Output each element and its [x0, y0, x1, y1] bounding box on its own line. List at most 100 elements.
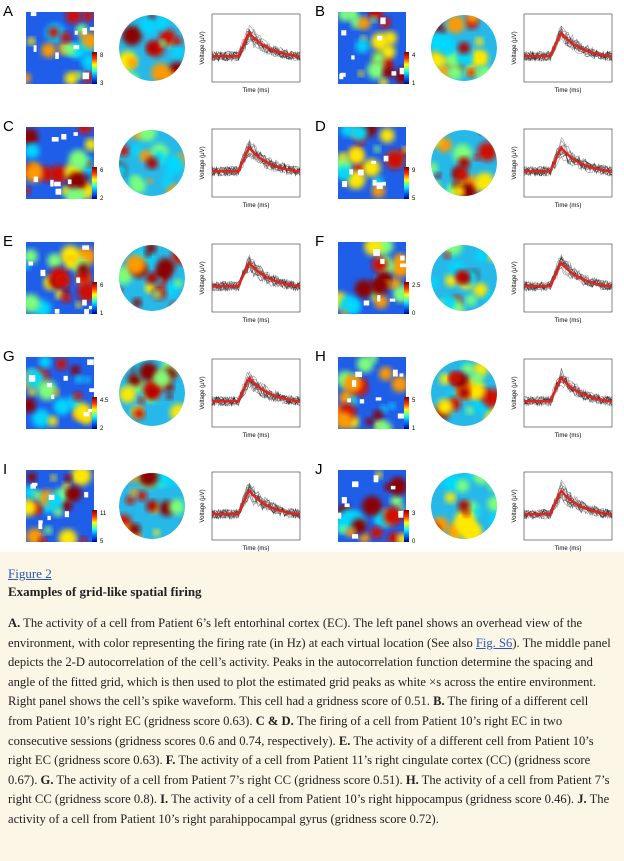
spike-trace	[523, 493, 613, 520]
firing-map	[338, 12, 406, 84]
heat-blob	[454, 168, 469, 182]
panel: H 5 1 Time (ms) Voltage (μV)	[315, 348, 613, 439]
firing-map	[26, 470, 94, 542]
autocorrelation	[119, 473, 185, 539]
heat-blob	[379, 78, 388, 84]
empty-cell	[392, 369, 398, 377]
heat-blob	[431, 15, 443, 33]
x-axis-label: Time (ms)	[243, 318, 270, 324]
panel-label: B	[315, 3, 325, 20]
heat-blob	[75, 375, 83, 383]
heat-blob	[26, 186, 31, 195]
heat-blob	[338, 165, 352, 181]
heat-blob	[152, 289, 162, 299]
empty-cell	[344, 503, 350, 508]
empty-cell	[349, 169, 354, 175]
colorbar	[404, 282, 409, 314]
heat-blob	[475, 172, 495, 193]
heat-blob	[488, 478, 497, 492]
spike-trace	[211, 254, 301, 292]
heat-blob	[466, 406, 474, 415]
heat-blob	[396, 533, 406, 542]
empty-cell	[398, 510, 404, 518]
heat-blob	[52, 389, 60, 397]
heat-blob	[480, 190, 489, 196]
heat-blob	[124, 71, 139, 81]
panel-label: E	[3, 233, 13, 250]
mean-waveform	[524, 375, 613, 403]
spike-trace	[211, 492, 301, 519]
colorbar-max: 8	[100, 53, 104, 59]
heat-blob	[75, 301, 82, 309]
empty-cell	[341, 30, 347, 36]
x-axis-label: Time (ms)	[555, 203, 582, 209]
colorbar-min: 5	[412, 196, 416, 202]
empty-cell	[382, 181, 386, 186]
mean-waveform	[524, 488, 613, 516]
heat-blob	[140, 18, 157, 34]
empty-cell	[38, 520, 43, 524]
heat-blob	[452, 181, 460, 189]
heat-blob	[362, 496, 382, 516]
caption-link[interactable]: Fig. S6	[475, 635, 513, 650]
heat-blob	[26, 128, 39, 147]
heat-blob	[461, 363, 475, 376]
heat-blob	[354, 279, 373, 299]
empty-cell	[400, 255, 405, 261]
heat-blob	[489, 303, 497, 311]
x-axis-label: Time (ms)	[243, 433, 270, 439]
caption-key: H.	[405, 772, 419, 787]
heat-blob	[490, 473, 497, 480]
heat-blob	[161, 177, 173, 188]
empty-cell	[397, 413, 405, 419]
heat-blob	[65, 258, 76, 270]
heat-blob	[81, 54, 94, 70]
spike-trace	[523, 368, 613, 406]
heat-blob	[58, 529, 77, 542]
spike-trace	[211, 489, 301, 520]
heat-blob	[447, 64, 463, 81]
empty-cell	[352, 534, 359, 539]
spike-trace	[523, 378, 613, 406]
heat-blob	[340, 309, 348, 314]
caption-key: G.	[40, 772, 54, 787]
heat-blob	[338, 411, 353, 429]
caption-span: The activity of a cell from Patient 7’s …	[8, 772, 610, 807]
heat-blob	[431, 162, 438, 174]
firing-map	[338, 470, 406, 542]
spike-trace	[211, 147, 301, 177]
y-axis-label: Voltage (μV)	[200, 376, 206, 409]
heat-blob	[473, 283, 488, 298]
heat-blob	[62, 287, 70, 295]
spike-trace	[523, 368, 613, 407]
heat-blob	[77, 263, 89, 275]
spike-trace	[523, 33, 613, 62]
heat-blob	[431, 522, 441, 539]
spike-trace	[211, 371, 301, 406]
heat-blob	[50, 474, 57, 481]
panel-label: I	[3, 461, 7, 478]
heat-blob	[351, 127, 368, 142]
heat-blob	[76, 71, 84, 79]
heat-blob	[71, 470, 92, 486]
caption-span: ). The middle panel depicts the 2-D auto…	[8, 635, 611, 709]
heat-blob	[476, 66, 495, 81]
spike-trace	[523, 137, 613, 177]
heat-blob	[26, 397, 36, 413]
heat-blob	[435, 172, 442, 179]
autocorrelation	[119, 360, 185, 426]
figure-link[interactable]: Figure 2	[8, 566, 52, 581]
empty-cell	[371, 160, 377, 165]
spike-trace	[211, 38, 301, 61]
heat-blob	[444, 492, 456, 503]
empty-cell	[30, 484, 36, 489]
heat-blob	[82, 12, 94, 22]
spike-trace	[211, 152, 301, 177]
heat-blob	[431, 277, 439, 289]
empty-cell	[64, 511, 70, 518]
autocorr-center	[146, 42, 158, 54]
y-axis-label: Voltage (μV)	[200, 146, 206, 179]
empty-cell	[33, 176, 39, 183]
empty-cell	[351, 380, 357, 387]
